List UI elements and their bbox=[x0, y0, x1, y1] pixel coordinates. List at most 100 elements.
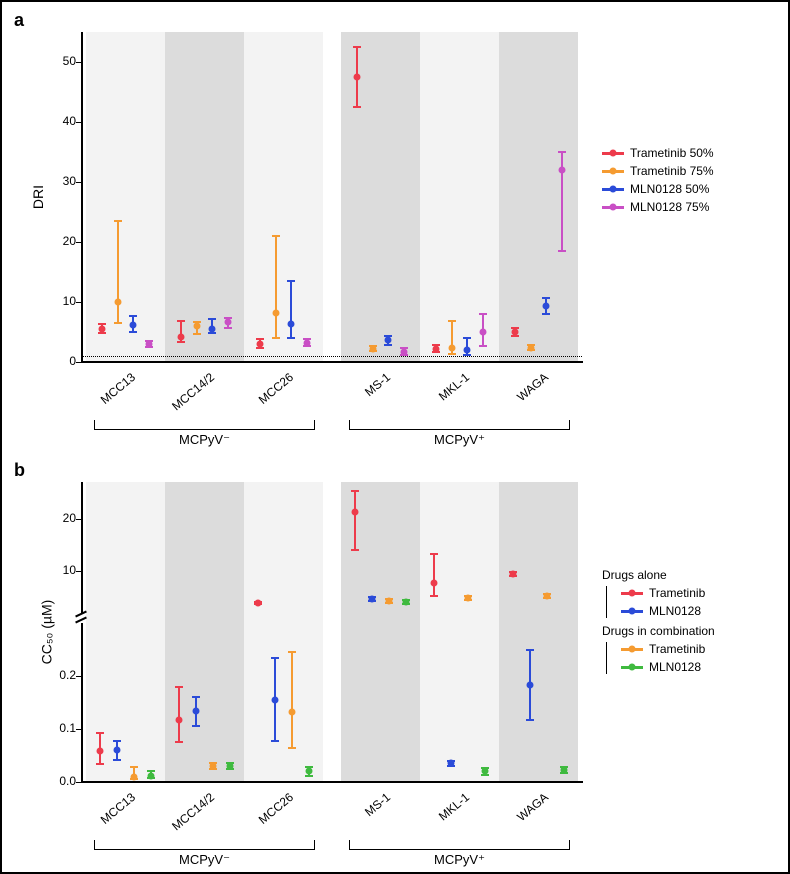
marker bbox=[256, 341, 263, 348]
err-cap bbox=[96, 732, 104, 734]
panel-b-plot: 0.00.10.21020CC₅₀ (µM) bbox=[82, 482, 582, 782]
marker bbox=[559, 167, 566, 174]
panel-a-legend: Trametinib 50% Trametinib 75% MLN0128 50% M… bbox=[602, 142, 714, 218]
err-cap bbox=[288, 747, 296, 749]
band bbox=[499, 32, 578, 362]
legend-item: Trametinib bbox=[621, 586, 715, 600]
group-label: MCPyV⁺ bbox=[349, 852, 570, 868]
legend-label: Trametinib 75% bbox=[630, 164, 714, 178]
x-tick-label: MCC14/2 bbox=[170, 790, 218, 833]
panel-label-b: b bbox=[14, 460, 25, 481]
err-cap bbox=[129, 331, 137, 333]
legend-swatch bbox=[621, 648, 643, 651]
err-cap bbox=[193, 333, 201, 335]
x-tick-label: MCC26 bbox=[256, 370, 296, 407]
y-tick-label: 20 bbox=[32, 511, 76, 525]
err-cap bbox=[114, 322, 122, 324]
err-cap bbox=[177, 320, 185, 322]
err-cap bbox=[288, 651, 296, 653]
y-axis-title: CC₅₀ (µM) bbox=[38, 600, 54, 665]
marker bbox=[386, 598, 393, 605]
err-cap bbox=[271, 740, 279, 742]
y-tick bbox=[76, 676, 81, 677]
err-cap bbox=[129, 315, 137, 317]
marker bbox=[147, 772, 154, 779]
x-tick-label: MCC13 bbox=[98, 370, 138, 407]
legend-label: Trametinib 50% bbox=[630, 146, 714, 160]
marker bbox=[448, 344, 455, 351]
err-cap bbox=[353, 106, 361, 108]
marker bbox=[130, 321, 137, 328]
err-cap bbox=[479, 313, 487, 315]
marker bbox=[432, 345, 439, 352]
y-tick bbox=[76, 362, 81, 363]
legend-label: Trametinib bbox=[649, 586, 705, 600]
band bbox=[165, 32, 244, 362]
err-cap bbox=[558, 250, 566, 252]
y-tick-label: 0.1 bbox=[32, 721, 76, 735]
group-label: MCPyV⁻ bbox=[94, 432, 315, 448]
panel-label-a: a bbox=[14, 10, 24, 31]
axis-break-icon bbox=[75, 611, 87, 625]
x-axis bbox=[81, 781, 583, 783]
err-cap bbox=[479, 345, 487, 347]
legend-swatch bbox=[602, 188, 624, 191]
marker bbox=[401, 349, 408, 356]
band bbox=[86, 482, 165, 782]
x-tick-label: MS-1 bbox=[362, 370, 393, 399]
marker bbox=[146, 341, 153, 348]
marker bbox=[271, 696, 278, 703]
x-tick-label: MCC26 bbox=[256, 790, 296, 827]
panel-b-legend: Drugs aloneTrametinibMLN0128Drugs in com… bbox=[602, 562, 715, 678]
legend-label: MLN0128 75% bbox=[630, 200, 709, 214]
marker bbox=[544, 592, 551, 599]
y-tick-label: 10 bbox=[32, 563, 76, 577]
band bbox=[244, 482, 323, 782]
err-cap bbox=[463, 354, 471, 356]
y-axis-upper bbox=[81, 482, 83, 613]
marker bbox=[368, 595, 375, 602]
legend-swatch bbox=[602, 206, 624, 209]
marker bbox=[289, 708, 296, 715]
y-tick-label: 10 bbox=[36, 294, 76, 308]
band bbox=[499, 482, 578, 782]
legend-item: Trametinib bbox=[621, 642, 715, 656]
marker bbox=[210, 763, 217, 770]
legend-swatch bbox=[621, 666, 643, 669]
err-cap bbox=[353, 46, 361, 48]
marker bbox=[352, 509, 359, 516]
err-cap bbox=[130, 766, 138, 768]
y-tick bbox=[76, 242, 81, 243]
err-cap bbox=[113, 759, 121, 761]
band bbox=[341, 482, 420, 782]
legend-item: MLN0128 bbox=[621, 660, 715, 674]
legend-label: MLN0128 50% bbox=[630, 182, 709, 196]
marker bbox=[481, 768, 488, 775]
marker bbox=[113, 747, 120, 754]
marker bbox=[272, 309, 279, 316]
marker bbox=[527, 344, 534, 351]
err-cap bbox=[463, 337, 471, 339]
band bbox=[86, 32, 165, 362]
marker bbox=[304, 339, 311, 346]
marker bbox=[369, 345, 376, 352]
figure-container: a01020304050DRIMCC13MCC14/2MCC26MS-1MKL-… bbox=[0, 0, 790, 874]
y-tick bbox=[76, 122, 81, 123]
err-cap bbox=[430, 553, 438, 555]
marker bbox=[98, 326, 105, 333]
legend-item: MLN0128 bbox=[621, 604, 715, 618]
group-bracket bbox=[349, 840, 570, 850]
err-cap bbox=[384, 344, 392, 346]
err-cap bbox=[208, 318, 216, 320]
marker bbox=[385, 337, 392, 344]
x-tick-label: MS-1 bbox=[362, 790, 393, 819]
marker bbox=[114, 299, 121, 306]
x-tick-label: MCC14/2 bbox=[170, 370, 218, 413]
y-axis-title: DRI bbox=[30, 185, 46, 209]
marker bbox=[402, 599, 409, 606]
y-tick-label: 50 bbox=[36, 54, 76, 68]
err-cap bbox=[96, 763, 104, 765]
marker bbox=[131, 773, 138, 780]
panel-a-plot: 01020304050DRI bbox=[82, 32, 582, 362]
marker bbox=[465, 594, 472, 601]
